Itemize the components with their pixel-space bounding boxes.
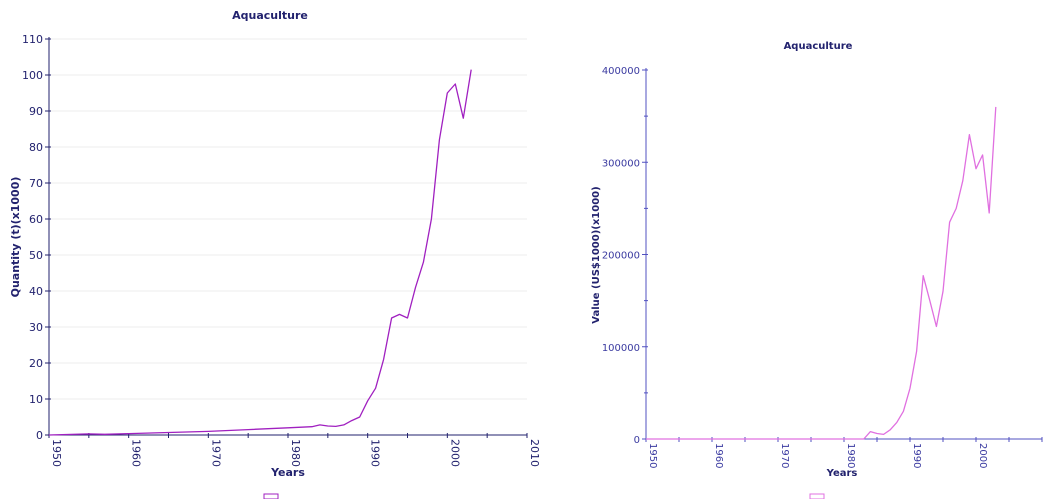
chart1-grid — [49, 38, 527, 400]
chart1-y-ticks: 0 10 20 30 40 50 60 70 80 90 100 110 — [22, 33, 51, 442]
chart2-x-tick-label: 1960 — [713, 443, 724, 468]
chart2-series — [646, 106, 997, 440]
chart2-axes — [645, 68, 1043, 442]
chart2-y-tick-label: 300000 — [602, 158, 640, 169]
chart1-y-tick-label: 0 — [36, 429, 43, 442]
chart1-series-line — [48, 69, 472, 436]
chart1-y-tick-label: 90 — [29, 105, 43, 118]
chart1-x-tick-label: 1950 — [50, 439, 63, 467]
chart1-x-tick-label: 1990 — [369, 439, 382, 467]
chart2-y-tick-label: 100000 — [602, 343, 640, 354]
chart2-x-tick-label: 2000 — [977, 443, 988, 468]
quantity-chart: Aquaculture 0 10 20 30 40 50 60 70 80 90 100 110 19… — [9, 9, 541, 499]
chart2-legend-swatch — [809, 493, 825, 499]
chart2-y-ticks: 0 100000 200000 300000 400000 — [602, 66, 648, 446]
chart2-y-axis-title: Value (US$1000)(x1000) — [591, 186, 602, 323]
chart2-x-axis-title: Years — [826, 468, 858, 479]
chart1-y-tick-label: 20 — [29, 357, 43, 370]
chart1-y-tick-label: 100 — [22, 69, 43, 82]
chart2-x-tick-label: 1990 — [911, 443, 922, 468]
chart1-axes — [48, 37, 528, 438]
chart1-y-tick-label: 110 — [22, 33, 43, 46]
chart1-y-tick-label: 30 — [29, 321, 43, 334]
chart1-y-tick-label: 50 — [29, 249, 43, 262]
chart1-x-ticks: 1950 1960 1970 1980 1990 2000 2010 — [50, 439, 541, 467]
chart1-series — [48, 69, 472, 436]
chart2-y-tick-label: 0 — [634, 435, 640, 446]
chart2-x-tick-label: 1980 — [845, 443, 856, 468]
chart1-y-tick-label: 70 — [29, 177, 43, 190]
chart1-y-tick-label: 60 — [29, 213, 43, 226]
chart1-title: Aquaculture — [232, 9, 308, 22]
chart1-x-tick-label: 1970 — [209, 439, 222, 467]
chart1-legend-swatch — [263, 493, 279, 499]
chart1-y-tick-label: 80 — [29, 141, 43, 154]
chart1-y-axis-title: Quantity (t)(x1000) — [9, 177, 22, 298]
chart1-x-tick-label: 2000 — [448, 439, 461, 467]
chart2-title: Aquaculture — [784, 41, 853, 52]
chart1-x-tick-label: 1960 — [130, 439, 143, 467]
chart2-y-tick-label: 200000 — [602, 251, 640, 262]
value-chart: Aquaculture 0 100000 200000 300000 400000 19… — [591, 41, 1043, 499]
chart1-y-tick-label: 40 — [29, 285, 43, 298]
chart1-y-tick-label: 10 — [29, 393, 43, 406]
chart2-x-tick-label: 1970 — [779, 443, 790, 468]
chart2-series-line — [646, 106, 997, 440]
chart2-x-tick-label: 1950 — [647, 443, 658, 468]
chart1-x-tick-label: 1980 — [289, 439, 302, 467]
chart1-x-axis-title: Years — [270, 466, 305, 479]
chart2-y-tick-label: 400000 — [602, 66, 640, 77]
chart1-x-tick-label: 2010 — [528, 439, 541, 467]
